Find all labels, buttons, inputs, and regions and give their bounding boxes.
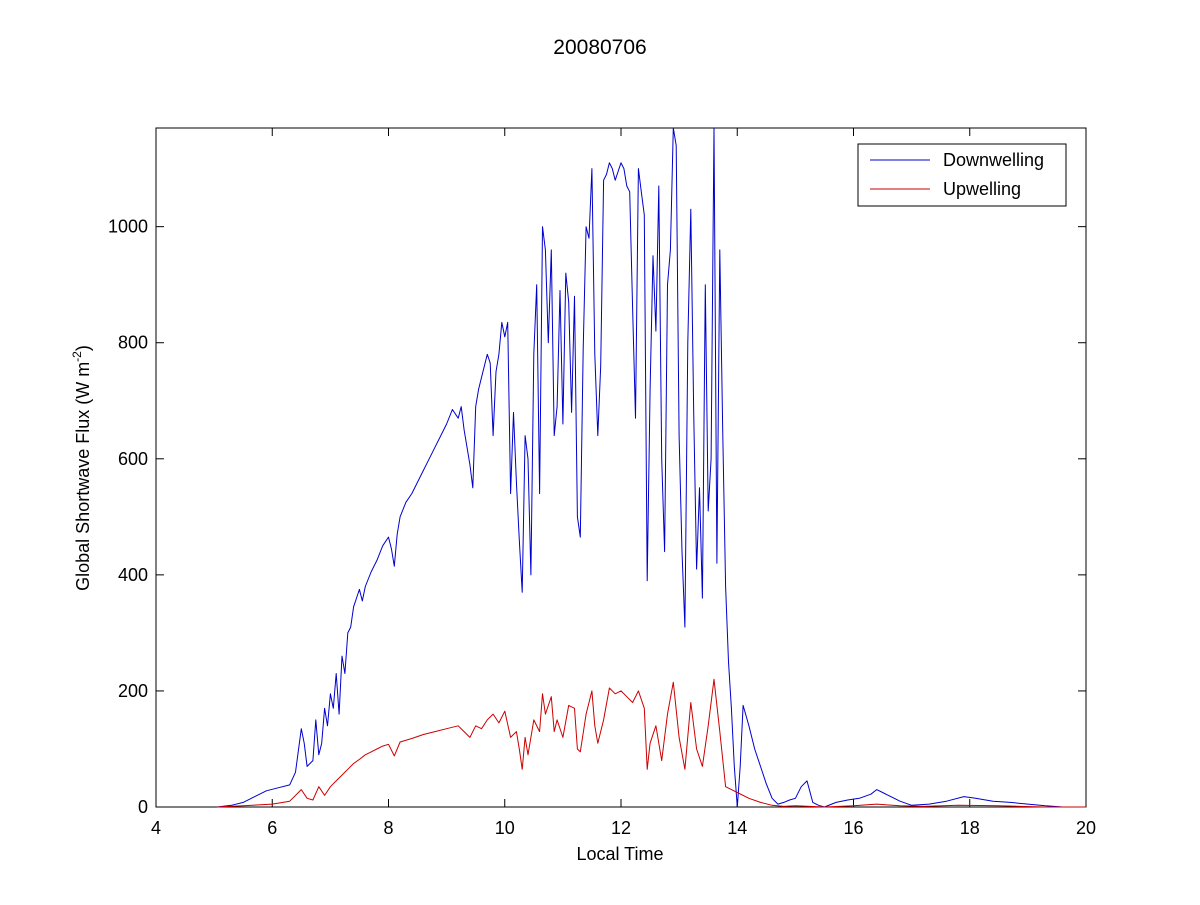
chart-title: 20080706 — [553, 36, 646, 59]
y-axis-label-superscript: -2 — [70, 351, 84, 362]
series-line-downwelling — [216, 127, 1086, 808]
x-tick-label: 10 — [495, 818, 515, 838]
y-tick-label: 0 — [138, 797, 148, 817]
x-axis-label: Local Time — [576, 844, 663, 864]
legend-label-upwelling: Upwelling — [943, 179, 1021, 199]
x-tick-label: 14 — [727, 818, 747, 838]
plot-area — [155, 127, 1087, 808]
x-tick-label: 20 — [1076, 818, 1096, 838]
x-tick-label: 12 — [611, 818, 631, 838]
legend-label-downwelling: Downwelling — [943, 150, 1044, 170]
series-line-upwelling — [216, 678, 1086, 808]
y-axis-label: Global Shortwave Flux (W m-2) — [70, 345, 93, 591]
y-tick-label: 1000 — [108, 217, 148, 237]
x-tick-label: 4 — [151, 818, 161, 838]
x-tick-label: 18 — [960, 818, 980, 838]
y-tick-label: 600 — [118, 449, 148, 469]
x-tick-label: 8 — [383, 818, 393, 838]
x-tick-label: 16 — [843, 818, 863, 838]
y-tick-label: 400 — [118, 565, 148, 585]
y-axis-label-end: ) — [73, 345, 93, 351]
y-tick-label: 200 — [118, 681, 148, 701]
y-axis-label-main: Global Shortwave Flux (W m — [73, 362, 93, 591]
y-tick-label: 800 — [118, 333, 148, 353]
legend-box — [857, 143, 1067, 207]
legend: Downwelling Upwelling — [857, 143, 1067, 207]
series-lines — [216, 127, 1086, 808]
x-tick-label: 6 — [267, 818, 277, 838]
